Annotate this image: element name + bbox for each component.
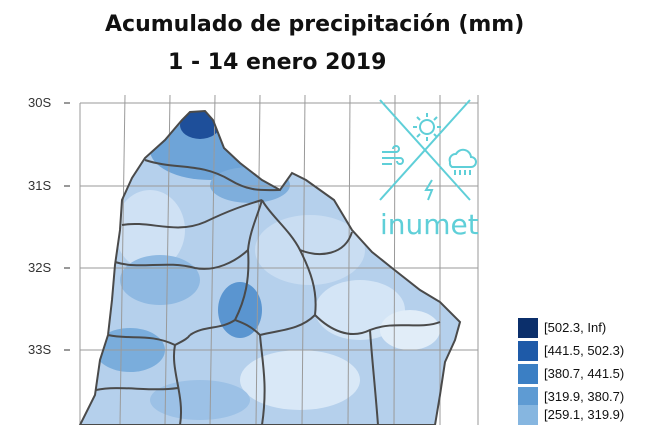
lat-lon-grid [79, 94, 479, 425]
legend-swatch [518, 387, 538, 407]
legend-swatch [518, 405, 538, 425]
lat-label-30s: 30S [28, 95, 52, 110]
lat-label-32s: 32S [28, 260, 52, 275]
legend-label: [259.1, 319.9) [544, 407, 625, 422]
legend-label: [319.9, 380.7) [544, 389, 625, 404]
inumet-logo [379, 99, 477, 201]
lightning-icon [424, 179, 434, 201]
lat-label-33s: 33S [28, 342, 52, 357]
legend-swatch [518, 341, 538, 361]
legend-label: [441.5, 502.3) [544, 343, 625, 358]
legend-label: [502.3, Inf) [544, 320, 607, 335]
map-title: Acumulado de precipitación (mm) [105, 12, 525, 37]
sun-icon [413, 113, 441, 141]
legend-label: [380.7, 441.5) [544, 366, 625, 381]
department-borders [79, 110, 461, 425]
map-subtitle: 1 - 14 enero 2019 [168, 50, 387, 75]
wind-icon [382, 145, 404, 165]
precipitation-fill [80, 111, 460, 425]
inumet-logo-text: inumet [380, 208, 479, 241]
legend-swatch [518, 318, 538, 338]
cloud-rain-icon [448, 148, 477, 175]
lat-label-31s: 31S [28, 178, 52, 193]
legend-swatch [518, 364, 538, 384]
